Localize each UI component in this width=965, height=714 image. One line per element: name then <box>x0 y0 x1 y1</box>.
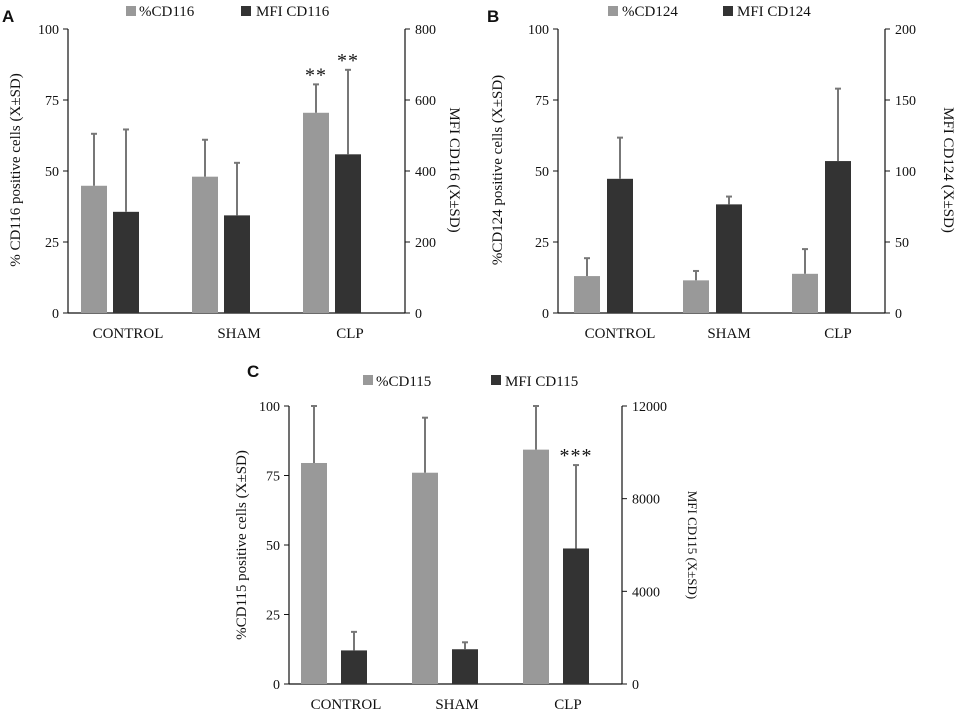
y-tick-label-left: 0 <box>52 307 59 322</box>
y-tick-label-left: 100 <box>259 400 280 415</box>
legend-swatch-mfi <box>241 6 251 16</box>
legend-swatch-mfi <box>491 375 501 385</box>
x-category-label: SHAM <box>217 326 260 342</box>
bar-mfi <box>113 211 139 313</box>
legend-swatch-percent <box>608 6 618 16</box>
x-category-label: CLP <box>824 326 852 342</box>
y-tick-label-right: 800 <box>415 23 436 38</box>
panel-c-letter: C <box>247 362 259 381</box>
significance-marker: *** <box>560 445 593 467</box>
y-tick-label-left: 75 <box>535 94 549 109</box>
panel-a-letter: A <box>2 7 14 26</box>
legend-label-percent: %CD124 <box>622 4 678 20</box>
panel-c-ylabel-right: MFI CD115 (X±SD) <box>685 491 700 600</box>
x-category-label: CLP <box>336 326 364 342</box>
y-tick-label-right: 200 <box>895 23 916 38</box>
x-category-label: CLP <box>554 697 582 713</box>
y-tick-label-right: 0 <box>632 678 639 693</box>
x-category-label: SHAM <box>435 697 478 713</box>
bar-percent <box>523 449 549 684</box>
bar-percent <box>301 462 327 684</box>
bar-percent <box>192 176 218 313</box>
legend-label-mfi: MFI CD115 <box>505 374 578 390</box>
y-tick-label-left: 50 <box>45 165 59 180</box>
bar-mfi <box>224 215 250 313</box>
y-tick-label-left: 50 <box>266 539 280 554</box>
bar-mfi <box>716 204 742 313</box>
legend-label-percent: %CD116 <box>139 4 195 20</box>
significance-marker: ** <box>337 50 359 72</box>
y-tick-label-right: 100 <box>895 165 916 180</box>
bar-mfi <box>825 161 851 313</box>
bar-mfi <box>335 154 361 313</box>
bar-percent <box>303 112 329 313</box>
legend-label-percent: %CD115 <box>376 374 431 390</box>
y-tick-label-left: 25 <box>45 236 59 251</box>
panel-b-plot: 0 25 50 75 100 0 50 100 150 200 CONTROL SHAM CLP <box>528 23 916 342</box>
y-tick-label-right: 200 <box>415 236 436 251</box>
x-category-label: CONTROL <box>311 697 382 713</box>
panel-b-legend: %CD124 MFI CD124 <box>608 4 811 20</box>
y-tick-label-right: 4000 <box>632 585 660 600</box>
panel-c-plot: 0 25 50 75 100 0 4000 8000 12000 CONTROL SHAM CLP **… <box>259 400 667 713</box>
y-tick-label-right: 150 <box>895 94 916 109</box>
y-tick-label-right: 12000 <box>632 400 667 415</box>
significance-marker: ** <box>305 64 327 86</box>
bar-mfi <box>341 650 367 684</box>
y-tick-label-right: 400 <box>415 165 436 180</box>
bar-percent <box>574 276 600 313</box>
bar-mfi <box>563 548 589 684</box>
panel-a-ylabel-left: % CD116 positive cells (X±SD) <box>8 73 24 267</box>
y-tick-label-left: 0 <box>542 307 549 322</box>
y-tick-label-right: 8000 <box>632 493 660 508</box>
bar-percent <box>412 472 438 684</box>
legend-label-mfi: MFI CD124 <box>737 4 811 20</box>
legend-swatch-percent <box>363 375 373 385</box>
x-category-label: CONTROL <box>93 326 164 342</box>
bar-percent <box>81 185 107 313</box>
y-tick-label-left: 100 <box>528 23 549 38</box>
x-category-label: SHAM <box>707 326 750 342</box>
legend-swatch-percent <box>126 6 136 16</box>
panel-b: B %CD124 MFI CD124 %CD124 positive cells… <box>487 4 956 342</box>
y-tick-label-left: 75 <box>45 94 59 109</box>
y-tick-label-left: 100 <box>38 23 59 38</box>
y-tick-label-right: 0 <box>895 307 902 322</box>
panel-c-ylabel-left: %CD115 positive cells (X±SD) <box>234 450 250 640</box>
bar-mfi <box>607 178 633 313</box>
panel-a-legend: %CD116 MFI CD116 <box>126 4 330 20</box>
y-tick-label-left: 25 <box>535 236 549 251</box>
y-tick-label-right: 0 <box>415 307 422 322</box>
bar-percent <box>792 273 818 313</box>
x-category-label: CONTROL <box>585 326 656 342</box>
y-tick-label-left: 75 <box>266 470 280 485</box>
panel-c-legend: %CD115 MFI CD115 <box>363 374 578 390</box>
y-tick-label-left: 50 <box>535 165 549 180</box>
bar-mfi <box>452 649 478 684</box>
panel-b-ylabel-right: MFI CD124 (X±SD) <box>940 107 956 233</box>
panel-b-letter: B <box>487 7 499 26</box>
legend-label-mfi: MFI CD116 <box>256 4 330 20</box>
panel-a-ylabel-right: MFI CD116 (X±SD) <box>446 107 462 232</box>
y-tick-label-left: 25 <box>266 609 280 624</box>
y-tick-label-right: 600 <box>415 94 436 109</box>
panel-a-plot: 0 25 50 75 100 0 200 400 600 800 CONTROL SHAM CLP ** *… <box>38 23 436 342</box>
panel-c: C %CD115 MFI CD115 %CD115 positive cells… <box>234 362 700 713</box>
y-tick-label-right: 50 <box>895 236 909 251</box>
legend-swatch-mfi <box>723 6 733 16</box>
panel-a: A %CD116 MFI CD116 % CD116 positive cell… <box>2 4 462 342</box>
y-tick-label-left: 0 <box>273 678 280 693</box>
bar-percent <box>683 280 709 313</box>
panel-b-ylabel-left: %CD124 positive cells (X±SD) <box>490 75 506 265</box>
